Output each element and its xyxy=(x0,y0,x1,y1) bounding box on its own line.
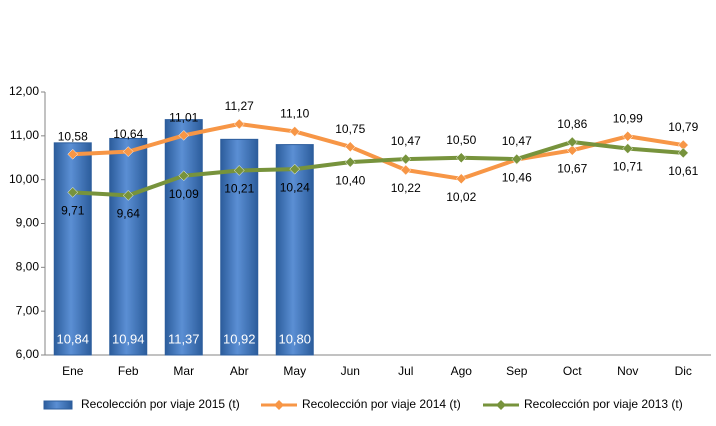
data-label: 10,24 xyxy=(280,180,310,194)
y-tick-label: 9,00 xyxy=(16,216,40,230)
x-tick-label: Jul xyxy=(398,364,413,378)
legend-label: Recolección por viaje 2014 (t) xyxy=(302,397,461,411)
marker xyxy=(566,136,578,148)
marker xyxy=(289,126,301,137)
x-tick-label: Oct xyxy=(563,364,582,378)
data-label: 10,02 xyxy=(446,190,476,204)
data-label: 10,67 xyxy=(557,161,587,175)
bar xyxy=(164,119,203,356)
legend-marker xyxy=(274,400,284,410)
x-tick-label: Mar xyxy=(173,364,194,378)
bar-value-label: 11,37 xyxy=(168,331,200,346)
x-tick-label: May xyxy=(283,364,306,378)
y-tick-label: 10,00 xyxy=(9,172,39,186)
y-tick-label: 7,00 xyxy=(16,303,40,317)
marker xyxy=(233,118,245,130)
bar xyxy=(275,144,314,356)
marker xyxy=(455,152,467,164)
marker xyxy=(677,147,689,159)
data-label: 10,40 xyxy=(335,173,365,187)
data-label: 10,50 xyxy=(446,133,476,147)
data-label: 11,01 xyxy=(169,111,198,125)
data-label: 9,71 xyxy=(61,204,85,218)
x-tick-label: Dic xyxy=(675,364,692,378)
bar xyxy=(53,142,92,356)
marker xyxy=(178,130,190,141)
y-tick-label: 6,00 xyxy=(16,347,40,361)
marker xyxy=(344,156,356,168)
marker xyxy=(289,163,301,175)
data-label: 10,71 xyxy=(613,160,643,174)
x-tick-label: Ene xyxy=(62,364,84,378)
data-label: 10,47 xyxy=(502,134,532,148)
x-tick-label: Abr xyxy=(230,364,249,378)
x-tick-label: Feb xyxy=(118,364,139,378)
y-tick-label: 12,00 xyxy=(9,84,39,98)
data-label: 10,79 xyxy=(668,120,698,134)
marker xyxy=(178,170,190,182)
data-label: 10,75 xyxy=(335,122,365,136)
marker xyxy=(511,153,523,165)
marker xyxy=(344,141,356,153)
data-label: 9,64 xyxy=(117,207,141,221)
marker xyxy=(400,153,412,165)
bar-value-label: 10,84 xyxy=(56,331,89,346)
data-label: 10,61 xyxy=(668,164,698,178)
bar xyxy=(109,137,148,356)
marker xyxy=(622,143,634,154)
y-tick-label: 11,00 xyxy=(10,128,39,142)
x-tick-label: Ago xyxy=(451,364,473,378)
marker xyxy=(122,190,134,201)
bar-value-label: 10,94 xyxy=(112,331,145,346)
data-label: 10,86 xyxy=(557,117,587,131)
x-tick-label: Jun xyxy=(341,364,360,378)
marker xyxy=(400,164,412,176)
bar-value-label: 10,80 xyxy=(278,331,311,346)
legend-marker xyxy=(496,400,506,410)
legend-label: Recolección por viaje 2013 (t) xyxy=(524,397,683,411)
line xyxy=(72,139,684,198)
data-label: 10,09 xyxy=(169,187,199,201)
marker xyxy=(455,173,467,185)
legend-label: Recolección por viaje 2015 (t) xyxy=(81,397,240,411)
line xyxy=(72,121,684,181)
data-label: 10,46 xyxy=(502,171,532,185)
marker xyxy=(566,144,578,156)
marker xyxy=(122,146,134,157)
bar-value-label: 10,92 xyxy=(223,331,256,346)
marker xyxy=(67,187,79,198)
data-label: 10,21 xyxy=(224,182,254,196)
data-label: 10,22 xyxy=(391,181,421,195)
marker xyxy=(233,165,245,176)
data-label: 10,99 xyxy=(613,111,643,125)
data-label: 10,47 xyxy=(391,134,421,148)
data-label: 10,64 xyxy=(113,127,143,141)
data-label: 10,58 xyxy=(58,129,88,143)
data-label: 11,27 xyxy=(225,99,254,113)
marker xyxy=(67,148,79,160)
legend-swatch xyxy=(43,400,73,410)
marker xyxy=(622,130,634,142)
y-tick-label: 8,00 xyxy=(16,260,40,274)
data-label: 11,10 xyxy=(280,107,309,121)
x-tick-label: Sep xyxy=(506,364,528,378)
x-tick-label: Nov xyxy=(617,364,638,378)
